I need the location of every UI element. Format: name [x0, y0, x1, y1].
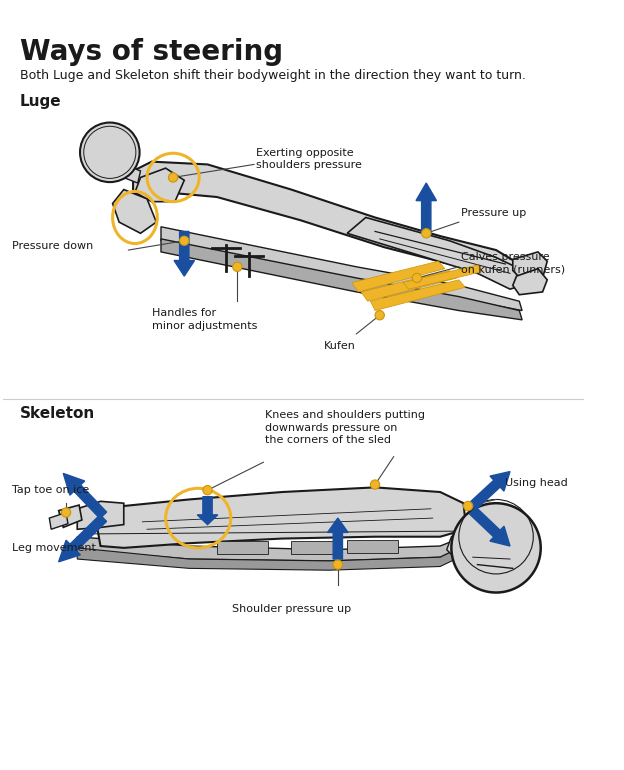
Polygon shape [161, 239, 522, 320]
Polygon shape [361, 270, 457, 301]
Circle shape [61, 508, 71, 517]
Circle shape [168, 172, 178, 182]
Circle shape [464, 501, 473, 511]
Text: Shoulder pressure up: Shoulder pressure up [232, 604, 351, 614]
Polygon shape [161, 227, 522, 310]
Circle shape [233, 262, 242, 272]
Text: Handles for
minor adjustments: Handles for minor adjustments [152, 308, 257, 330]
Polygon shape [174, 232, 195, 276]
Polygon shape [77, 537, 464, 561]
Text: Pressure down: Pressure down [12, 241, 94, 251]
Polygon shape [135, 168, 184, 202]
Polygon shape [77, 501, 124, 529]
Polygon shape [197, 497, 218, 524]
Polygon shape [49, 513, 68, 529]
Text: Leg movement: Leg movement [12, 543, 96, 553]
Polygon shape [59, 505, 82, 527]
Circle shape [203, 486, 212, 495]
Circle shape [333, 560, 343, 569]
Bar [217, 541, 268, 554]
Polygon shape [133, 162, 524, 286]
Polygon shape [63, 474, 107, 518]
Bar [347, 541, 398, 554]
Bar [291, 541, 343, 554]
Polygon shape [121, 165, 140, 183]
Polygon shape [328, 518, 348, 559]
Polygon shape [112, 189, 157, 233]
Polygon shape [513, 269, 547, 295]
Text: Ways of steering: Ways of steering [19, 38, 283, 66]
Circle shape [180, 236, 189, 246]
Polygon shape [59, 515, 107, 562]
Polygon shape [447, 531, 479, 562]
Polygon shape [416, 183, 436, 233]
Text: Calves pressure
on kufen (runners): Calves pressure on kufen (runners) [461, 252, 565, 275]
Text: Both Luge and Skeleton shift their bodyweight in the direction they want to turn: Both Luge and Skeleton shift their bodyw… [19, 69, 525, 82]
Text: Pressure up: Pressure up [461, 208, 526, 218]
Text: Kufen: Kufen [324, 341, 356, 351]
Polygon shape [403, 265, 483, 290]
Circle shape [412, 273, 422, 283]
Polygon shape [77, 546, 464, 571]
Polygon shape [513, 252, 547, 280]
Circle shape [371, 480, 380, 489]
Text: Skeleton: Skeleton [19, 407, 95, 421]
Polygon shape [470, 507, 510, 546]
Polygon shape [470, 471, 510, 510]
Text: Using head: Using head [505, 477, 568, 487]
Polygon shape [371, 280, 466, 310]
Polygon shape [347, 217, 522, 290]
Text: Exerting opposite
shoulders pressure: Exerting opposite shoulders pressure [256, 148, 362, 170]
Polygon shape [352, 261, 445, 292]
Circle shape [80, 122, 140, 182]
Text: Tap toe on ice: Tap toe on ice [12, 485, 89, 495]
Circle shape [451, 504, 541, 593]
Text: Knees and shoulders putting
downwards pressure on
the corners of the sled: Knees and shoulders putting downwards pr… [265, 410, 425, 446]
Circle shape [422, 229, 431, 238]
Text: Luge: Luge [19, 94, 61, 109]
Polygon shape [96, 487, 466, 548]
Circle shape [375, 310, 384, 320]
